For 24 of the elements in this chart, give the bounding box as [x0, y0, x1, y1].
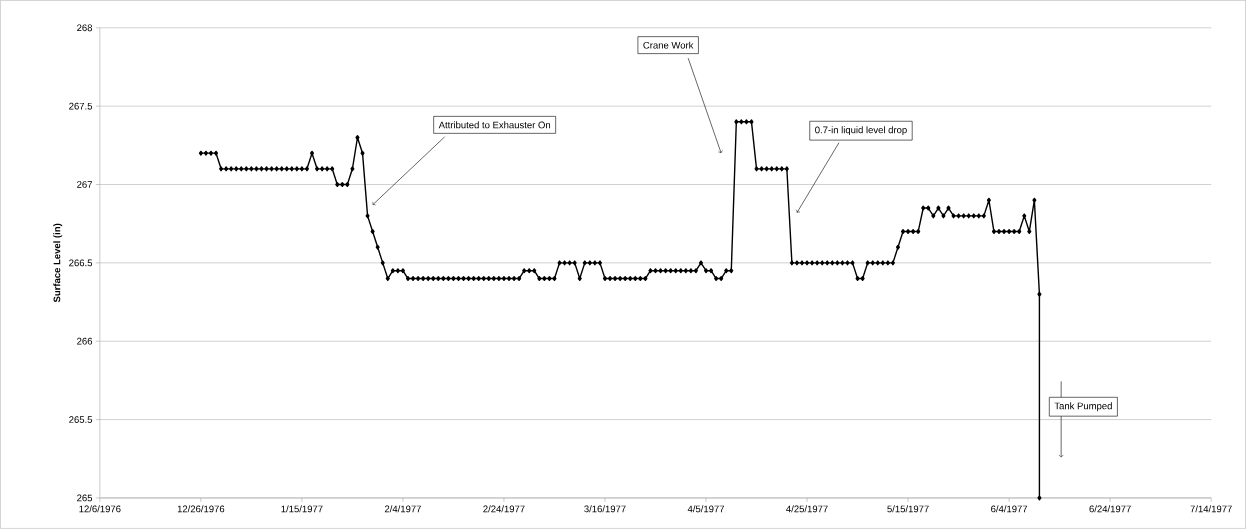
y-tick-label: 268 — [77, 24, 93, 32]
annotation: Tank Pumped — [1054, 402, 1112, 412]
x-tick-label: 6/24/1977 — [1089, 505, 1131, 513]
annotation: 0.7-in liquid level drop — [815, 126, 907, 136]
x-tick-label: 2/24/1977 — [483, 505, 525, 513]
x-tick-label: 4/25/1977 — [786, 505, 828, 513]
annotation: Crane Work — [643, 41, 694, 49]
x-tick-label: 5/15/1977 — [887, 505, 929, 513]
x-tick-label: 1/15/1977 — [281, 505, 323, 513]
y-tick-label: 267.5 — [69, 102, 93, 110]
y-tick-label: 265 — [77, 494, 93, 502]
x-tick-label: 4/5/1977 — [687, 505, 725, 513]
x-tick-label: 2/4/1977 — [384, 505, 421, 513]
annotation: Attributed to Exhauster On — [438, 121, 551, 129]
y-axis-title: Surface Level (in) — [53, 223, 63, 303]
y-tick-label: 267 — [77, 181, 92, 188]
x-tick-label: 12/26/1976 — [177, 505, 225, 513]
y-tick-label: 265.5 — [69, 416, 93, 424]
x-tick-label: 6/4/1977 — [991, 505, 1028, 513]
y-tick-label: 266 — [77, 337, 93, 345]
x-tick-label: 3/16/1977 — [584, 505, 626, 513]
x-tick-label: 7/14/1977 — [1190, 505, 1232, 513]
y-tick-label: 266.5 — [69, 259, 93, 267]
x-tick-label: 12/6/1976 — [79, 505, 121, 513]
